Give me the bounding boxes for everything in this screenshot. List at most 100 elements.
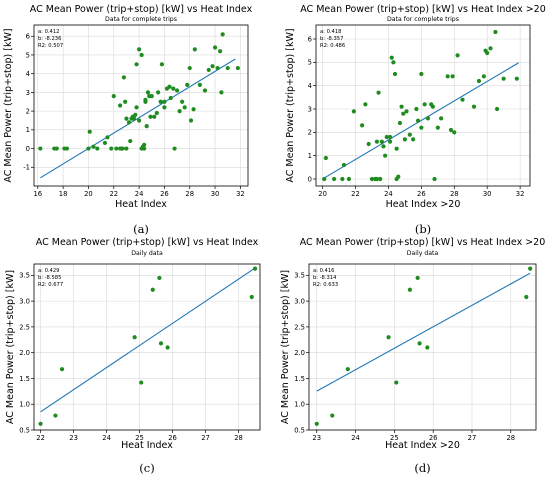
- x-tick-label: 22: [36, 434, 45, 442]
- regression-line: [40, 267, 256, 413]
- x-tick-label: 30: [483, 190, 492, 198]
- data-point: [91, 144, 96, 149]
- x-tick-label: 24: [135, 190, 144, 198]
- data-point: [142, 146, 147, 151]
- regression-line: [322, 62, 519, 180]
- y-tick-label: -1: [23, 164, 30, 172]
- x-tick-label: 20: [318, 190, 327, 198]
- regression-stat: R2: 0.507: [38, 43, 63, 49]
- data-point: [162, 99, 167, 104]
- data-point: [150, 287, 155, 292]
- panel-caption: (c): [139, 461, 154, 475]
- x-tick-label: 28: [506, 434, 515, 442]
- data-point: [123, 99, 128, 104]
- data-point: [131, 116, 137, 121]
- y-tick-label: 4: [26, 70, 30, 78]
- x-axis-label: Heat Index >20: [386, 199, 461, 210]
- data-point: [314, 421, 319, 426]
- data-point: [399, 104, 404, 109]
- data-point: [202, 88, 208, 93]
- data-point: [124, 116, 129, 121]
- y-tick-label: 3.5: [294, 272, 305, 280]
- data-point: [439, 116, 444, 121]
- data-point: [341, 162, 347, 168]
- regression-stat: R2: 0.677: [38, 282, 63, 288]
- regression-stat: R2: 0.633: [313, 282, 338, 288]
- x-tick-label: 23: [312, 434, 321, 442]
- y-tick-label: 0: [308, 175, 312, 183]
- data-point: [386, 335, 391, 340]
- y-tick-label: 1.0: [294, 401, 305, 409]
- y-tick-label: 3.0: [19, 298, 30, 306]
- y-axis-label: AC Mean Power (trip+stop) [kW]: [3, 28, 14, 182]
- data-point: [401, 111, 406, 116]
- x-tick-label: 20: [84, 190, 93, 198]
- y-tick-label: 5: [26, 51, 30, 59]
- chart-title: AC Mean Power (trip+stop) [kW] vs Heat I…: [300, 237, 546, 248]
- data-point: [197, 82, 202, 88]
- y-tick-label: 1: [308, 152, 312, 160]
- x-tick-label: 32: [516, 190, 525, 198]
- chart-title: AC Mean Power (trip+stop) [kW] vs Heat I…: [36, 237, 259, 248]
- data-point: [86, 146, 91, 151]
- panel-caption: (a): [133, 222, 149, 236]
- data-point: [322, 176, 327, 182]
- x-tick-label: 16: [33, 190, 42, 198]
- data-point: [158, 99, 163, 104]
- x-axis-label: Heat Index: [115, 199, 167, 210]
- x-tick-label: 25: [135, 434, 144, 442]
- data-point: [455, 53, 460, 58]
- data-point: [330, 413, 335, 418]
- plot-frame: [315, 24, 531, 187]
- data-point: [351, 109, 356, 114]
- data-point: [215, 65, 220, 71]
- data-point: [111, 94, 116, 99]
- data-point: [432, 176, 437, 182]
- data-point: [157, 275, 162, 281]
- y-tick-label: 2.0: [19, 349, 30, 357]
- data-point: [419, 125, 424, 130]
- y-axis-label: AC Mean Power (trip+stop) [kW]: [285, 28, 296, 182]
- y-tick-label: 6: [308, 35, 312, 43]
- data-point: [159, 62, 164, 67]
- y-axis-label: AC Mean Power (trip+stop) [kW]: [280, 270, 291, 424]
- data-point: [54, 146, 59, 151]
- chart-subtitle: Data for complete trips: [387, 16, 459, 23]
- data-point: [411, 137, 416, 142]
- data-point: [64, 146, 70, 151]
- data-point: [145, 90, 151, 95]
- data-point: [528, 266, 533, 271]
- y-tick-label: 3.5: [19, 272, 30, 280]
- data-point: [485, 50, 490, 56]
- regression-line: [316, 272, 531, 392]
- data-point: [430, 104, 435, 109]
- x-tick-label: 26: [168, 434, 177, 442]
- data-point: [381, 144, 386, 149]
- regression-stat: a: 0.412: [38, 29, 59, 35]
- data-point: [53, 413, 58, 418]
- data-point: [524, 294, 529, 300]
- data-point: [415, 275, 420, 281]
- data-point: [402, 137, 407, 142]
- data-point: [218, 49, 223, 54]
- x-tick-label: 28: [450, 190, 459, 198]
- x-tick-label: 27: [201, 434, 210, 442]
- data-point: [126, 120, 132, 125]
- data-point: [374, 176, 380, 182]
- data-point: [124, 146, 129, 151]
- data-point: [419, 71, 424, 77]
- data-point: [379, 139, 384, 144]
- y-tick-label: 2: [308, 129, 312, 137]
- data-point: [378, 176, 383, 182]
- data-point: [137, 47, 142, 52]
- data-point: [105, 135, 110, 140]
- data-point: [177, 109, 182, 114]
- panel-caption: (d): [414, 461, 430, 475]
- y-tick-label: 6: [26, 33, 30, 41]
- regression-stat: a: 0.418: [320, 29, 341, 35]
- x-axis-label: Heat Index: [121, 440, 173, 451]
- data-point: [369, 176, 375, 182]
- plot-frame: [33, 263, 261, 431]
